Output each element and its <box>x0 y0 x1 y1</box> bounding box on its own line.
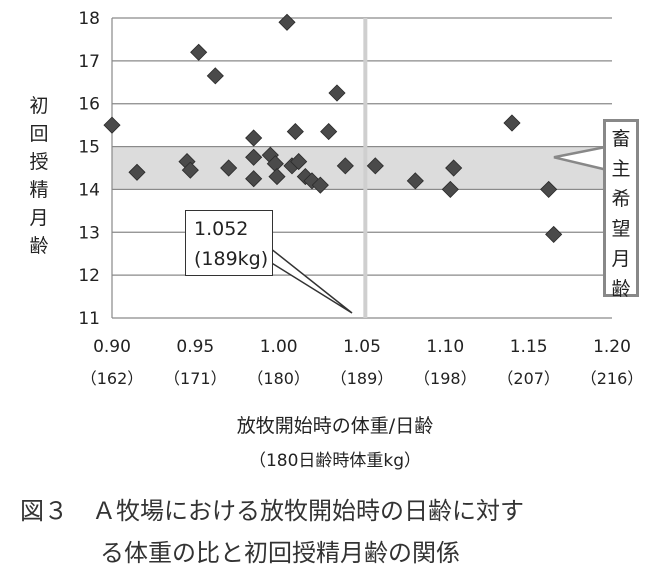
y-tick-label: 11 <box>78 309 100 329</box>
band-label-char: 主 <box>611 158 631 180</box>
data-point <box>128 163 146 181</box>
x-tick-label: 1.15 <box>510 337 548 357</box>
data-point <box>366 157 384 175</box>
x-tick-label: 1.20 <box>593 337 631 357</box>
y-tick-label: 12 <box>78 266 100 286</box>
data-point <box>336 157 354 175</box>
y-tick-label: 18 <box>78 9 100 29</box>
y-tick-label: 16 <box>78 95 100 115</box>
callout-value: 1.052 <box>194 218 249 240</box>
x-tick-label: 1.00 <box>260 337 298 357</box>
x-tick-sublabel: （198） <box>414 369 477 388</box>
band-label-char: 希 <box>611 188 631 210</box>
data-point <box>441 180 459 198</box>
data-point <box>445 159 463 177</box>
callout-leader <box>269 246 353 314</box>
data-point <box>328 84 346 102</box>
data-point <box>290 153 308 171</box>
x-tick-sublabel: （171） <box>164 369 227 388</box>
data-point <box>311 176 329 194</box>
y-axis-title-char: 授 <box>29 151 49 173</box>
data-point <box>286 123 304 141</box>
x-tick-label: 1.10 <box>426 337 464 357</box>
x-tick-label: 1.05 <box>343 337 381 357</box>
y-tick-label: 13 <box>78 223 100 243</box>
x-axis-subtitle: （180日齢時体重kg） <box>248 451 422 471</box>
caption-line-2: る体重の比と初回授精月齢の関係 <box>100 539 460 567</box>
x-tick-label: 0.95 <box>176 337 214 357</box>
y-axis-title-char: 精 <box>29 179 49 201</box>
figure-caption: 図３ Ａ牧場における放牧開始時の日齢に対す る体重の比と初回授精月齢の関係 <box>20 490 640 574</box>
y-axis-title-char: 齢 <box>29 235 49 257</box>
data-point <box>245 129 263 147</box>
data-point <box>278 13 296 31</box>
data-point <box>540 180 558 198</box>
data-point <box>190 43 208 61</box>
data-point <box>245 170 263 188</box>
y-axis-title-char: 初 <box>29 95 49 117</box>
scatter-chart: 11 12 13 14 15 16 17 18 0.90 （162） 0.95 （171） 1.00 （1… <box>78 9 644 388</box>
data-point <box>320 123 338 141</box>
band-label: 畜主希望月齢 <box>603 119 639 300</box>
x-tick-sublabel: （162） <box>81 369 144 388</box>
x-tick-label: 0.90 <box>93 337 131 357</box>
reference-callout: 1.052 (189kg) <box>185 210 273 276</box>
y-axis-title-char: 回 <box>29 123 49 145</box>
data-point <box>268 168 286 186</box>
data-point <box>406 172 424 190</box>
data-point <box>103 116 121 134</box>
x-tick-sublabel: （207） <box>497 369 560 388</box>
callout-weight: (189kg) <box>194 248 269 270</box>
band-label-char: 月 <box>611 248 631 270</box>
band-label-char: 齢 <box>611 278 631 300</box>
x-tick-sublabel: （216） <box>581 369 644 388</box>
data-point <box>245 148 263 166</box>
y-axis-title: 初回授精月齢 <box>26 92 52 260</box>
y-tick-label: 14 <box>78 180 100 200</box>
data-point <box>220 159 238 177</box>
x-axis-title: 放牧開始時の体重/日齢 <box>236 415 434 437</box>
caption-line-1: 図３ Ａ牧場における放牧開始時の日齢に対す <box>20 497 524 525</box>
data-point <box>503 114 521 132</box>
x-tick-sublabel: （189） <box>331 369 394 388</box>
band-label-char: 望 <box>611 218 631 240</box>
x-tick-sublabel: （180） <box>247 369 310 388</box>
band-label-char: 畜 <box>611 128 631 150</box>
data-point <box>545 225 563 243</box>
y-axis-title-char: 月 <box>29 207 49 229</box>
data-point <box>206 67 224 85</box>
y-tick-label: 17 <box>78 52 100 72</box>
y-tick-label: 15 <box>78 138 100 158</box>
data-point <box>181 161 199 179</box>
